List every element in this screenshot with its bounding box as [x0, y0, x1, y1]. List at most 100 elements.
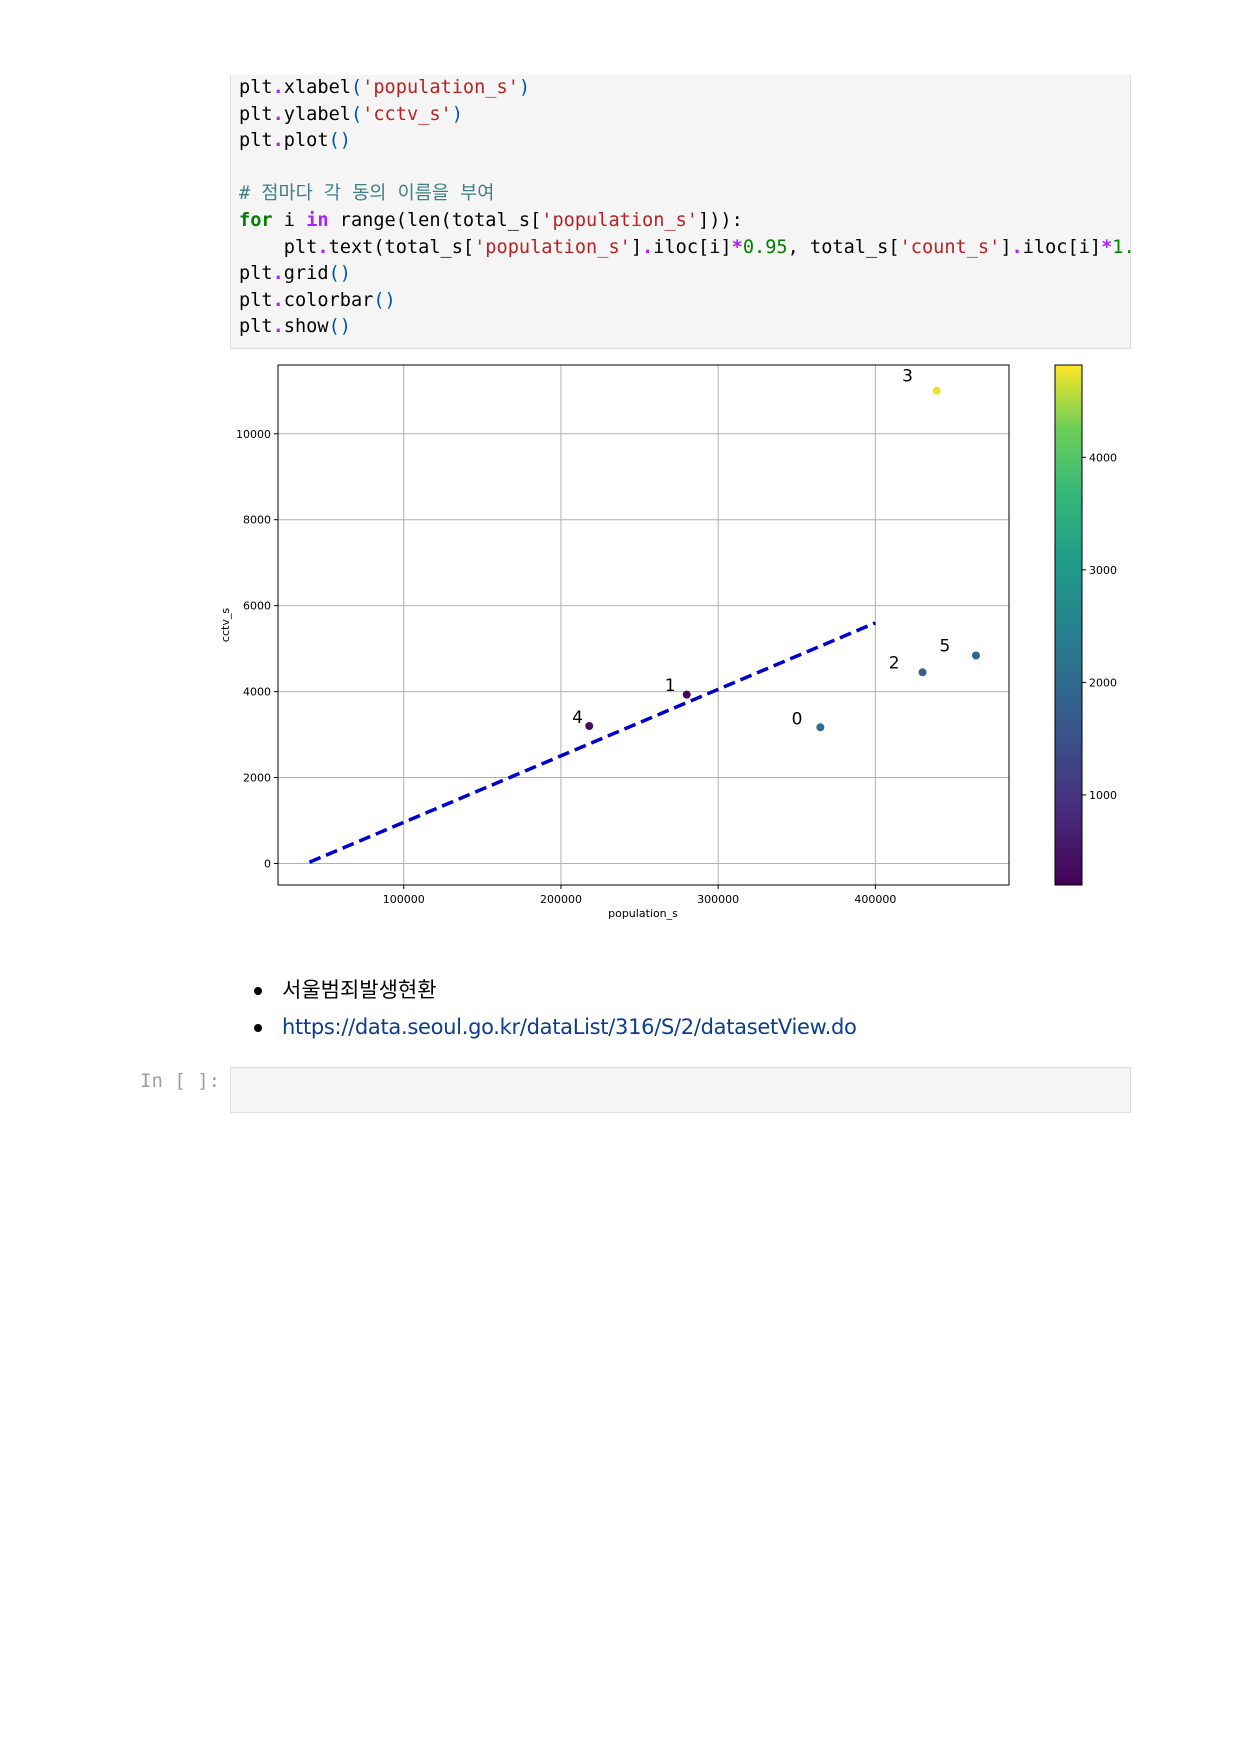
- code-token: .: [317, 236, 329, 258]
- code-token: (): [328, 130, 351, 152]
- plot-area: [277, 364, 1010, 886]
- data-point-label: 2: [889, 653, 900, 673]
- data-point-label: 0: [792, 710, 803, 730]
- code-token: ): [518, 77, 531, 98]
- code-line: plt.ylabel('cctv_s'): [239, 102, 1135, 129]
- code-token: 'population_s': [541, 209, 699, 231]
- code-line: plt.show(): [239, 314, 1135, 341]
- list-item-text: 서울범죄발생현환: [282, 978, 437, 1002]
- data-point: [932, 386, 941, 395]
- code-token: plot: [283, 130, 329, 152]
- bullet-icon: [254, 1024, 262, 1032]
- y-tick-label: 6000: [243, 600, 271, 613]
- code-token: in: [306, 209, 329, 231]
- code-token: .: [272, 130, 284, 152]
- code-token: .: [642, 236, 654, 258]
- data-point: [918, 668, 927, 677]
- chart-grid: [278, 365, 1009, 885]
- code-token: *: [731, 236, 743, 258]
- code-token: .: [272, 316, 284, 338]
- code-token: for: [239, 209, 273, 231]
- code-token: i: [272, 209, 307, 231]
- x-ticks: 100000 200000 300000 400000: [383, 885, 896, 906]
- code-token: plt: [239, 236, 318, 258]
- colorbar-tick-label: 3000: [1089, 564, 1117, 577]
- code-editor[interactable]: plt.xlabel('population_s') plt.ylabel('cc…: [239, 75, 1135, 341]
- code-token: plt: [239, 77, 273, 98]
- y-tick-label: 0: [264, 858, 271, 871]
- code-token: ylabel: [283, 103, 351, 125]
- code-token: range(len(total_s[: [328, 209, 542, 231]
- reference-list: 서울범죄발생현환 https://data.seoul.go.kr/dataLis…: [250, 972, 857, 1046]
- code-token: grid: [283, 263, 329, 285]
- code-token: ]: [1000, 236, 1012, 258]
- colorbar-tick-label: 4000: [1089, 451, 1117, 464]
- code-token: text(total_s[: [328, 236, 475, 258]
- code-token: 0.95: [742, 236, 788, 258]
- code-token: plt: [239, 263, 273, 285]
- code-token: 1.: [1112, 236, 1135, 258]
- data-point: [971, 651, 980, 660]
- colorbar-ticks: 1000 2000 3000 4000: [1082, 451, 1117, 802]
- list-item: https://data.seoul.go.kr/dataList/316/S/…: [250, 1009, 857, 1046]
- code-token: (): [328, 263, 351, 285]
- code-token: ]: [630, 236, 643, 258]
- code-line: plt.xlabel('population_s'): [239, 75, 1135, 102]
- code-token: ])):: [698, 209, 743, 231]
- code-token: xlabel: [283, 77, 351, 98]
- code-token: show: [283, 316, 329, 338]
- colorbar: [1054, 364, 1083, 886]
- code-cell[interactable]: plt.xlabel('population_s') plt.ylabel('cc…: [230, 75, 1135, 349]
- y-tick-label: 8000: [243, 514, 271, 527]
- scatter-figure: 100000 200000 300000 400000 020004000600080…: [219, 364, 1117, 920]
- code-line: plt.colorbar(): [239, 288, 1135, 315]
- y-ticks: 0 2000 4000 6000 8000 10000: [236, 428, 278, 871]
- x-axis-label: population_s: [608, 907, 678, 920]
- code-token: plt: [239, 103, 273, 125]
- code-line: plt.grid(): [239, 261, 1135, 288]
- code-token: (: [350, 103, 363, 125]
- x-tick-label: 100000: [383, 893, 425, 906]
- data-point: [682, 690, 691, 699]
- code-token: , total_s[: [787, 236, 900, 258]
- data-point-label: 1: [665, 676, 676, 696]
- y-tick-label: 2000: [243, 772, 271, 785]
- code-token: iloc[i]: [653, 236, 732, 258]
- code-line: plt.text(total_s['population_s'].iloc[i]…: [239, 235, 1135, 262]
- code-token: 'cctv_s': [362, 103, 452, 125]
- data-point-label: 5: [940, 636, 951, 656]
- code-token: iloc[i]: [1022, 236, 1102, 258]
- code-token: colorbar: [283, 289, 374, 311]
- code-token: 'count_s': [899, 236, 1001, 258]
- data-point: [585, 721, 594, 730]
- dataset-link[interactable]: https://data.seoul.go.kr/dataList/316/S/…: [282, 1015, 857, 1039]
- code-token: ): [451, 103, 463, 125]
- empty-code-cell[interactable]: [230, 1067, 1131, 1113]
- data-point-label: 3: [902, 366, 913, 386]
- code-line: plt.plot(): [239, 128, 1135, 155]
- code-token: .: [272, 77, 284, 98]
- code-token: *: [1101, 236, 1113, 258]
- data-point-label: 4: [572, 708, 583, 728]
- code-token: .: [272, 289, 284, 311]
- x-tick-label: 400000: [854, 893, 896, 906]
- code-line: # 점마다 각 동의 이름을 부여: [239, 181, 1135, 208]
- code-token: 'population_s': [362, 77, 519, 98]
- trend-line-path: [308, 621, 877, 864]
- code-token: .: [272, 263, 284, 285]
- code-token: plt: [239, 316, 273, 338]
- trend-line: [308, 621, 877, 864]
- code-token: 'population_s': [474, 236, 631, 258]
- data-points: 0 1 2 3 4 5: [572, 366, 980, 732]
- data-point: [816, 723, 825, 732]
- list-item: 서울범죄발생현환: [250, 972, 857, 1009]
- colorbar-tick-label: 2000: [1089, 676, 1117, 689]
- code-token: .: [1011, 236, 1023, 258]
- code-token: (: [350, 77, 363, 98]
- code-line: for i in range(len(total_s['population_s…: [239, 208, 1135, 235]
- code-token: .: [272, 103, 284, 125]
- cell-prompt: In [ ]:: [140, 1070, 221, 1092]
- x-tick-label: 300000: [697, 893, 739, 906]
- bullet-icon: [254, 987, 262, 995]
- y-tick-label: 4000: [243, 686, 271, 699]
